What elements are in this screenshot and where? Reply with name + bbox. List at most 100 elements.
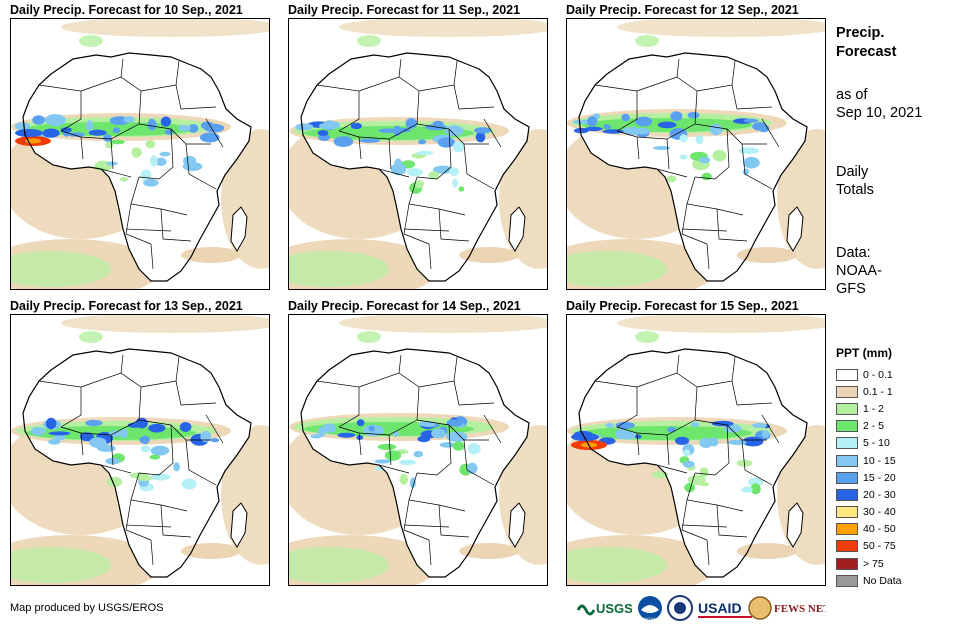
legend-label: 10 - 15 xyxy=(863,454,896,467)
data-source-line3: GFS xyxy=(836,281,866,297)
country-border xyxy=(594,380,638,428)
panel-title: Daily Precip. Forecast for 12 Sep., 2021 xyxy=(566,3,799,17)
country-border xyxy=(398,354,402,374)
country-border xyxy=(741,143,773,190)
country-border xyxy=(358,372,420,421)
rain-cell xyxy=(322,423,336,433)
africa-landmass xyxy=(23,349,251,577)
central-africa-rain-cell xyxy=(416,150,434,156)
rain-cell xyxy=(200,430,212,443)
country-border xyxy=(205,414,224,444)
country-border xyxy=(110,434,114,466)
northwest-shower xyxy=(635,35,659,47)
legend-item: 40 - 50 xyxy=(836,521,902,538)
country-border xyxy=(681,203,708,245)
precip-map xyxy=(11,315,269,585)
legend-swatch xyxy=(836,488,858,501)
map-frame xyxy=(10,18,270,290)
forecast-panel: Daily Precip. Forecast for 11 Sep., 2021 xyxy=(288,0,548,290)
rain-cell xyxy=(350,122,362,130)
northwest-shower xyxy=(357,35,381,47)
central-africa-rain-cell xyxy=(684,482,695,493)
country-border xyxy=(594,84,638,132)
rain-cell xyxy=(32,115,45,125)
central-africa-rain-cell xyxy=(143,179,159,187)
rain-cell xyxy=(727,439,747,445)
legend-item: 1 - 2 xyxy=(836,400,902,417)
central-africa-rain-cell xyxy=(399,473,409,485)
rain-cell xyxy=(139,436,149,444)
country-border xyxy=(378,464,410,474)
country-border xyxy=(408,472,466,512)
northwest-shower xyxy=(79,331,103,343)
precip-map xyxy=(289,19,547,289)
central-africa-rain-cell xyxy=(181,478,197,490)
legend-label: 0 - 0.1 xyxy=(863,368,893,381)
country-border xyxy=(388,434,392,466)
central-africa-rain-cell xyxy=(679,154,688,160)
map-frame xyxy=(566,18,826,290)
country-border xyxy=(338,419,418,436)
country-border xyxy=(175,356,180,382)
africa-coastline xyxy=(22,52,252,282)
country-border xyxy=(416,128,452,180)
country-border xyxy=(150,243,154,270)
rain-cell xyxy=(670,111,683,122)
rain-cell xyxy=(45,417,57,430)
central-africa-rain-cell xyxy=(748,477,764,487)
southern-land-light xyxy=(737,247,797,263)
central-africa-rain-cell xyxy=(409,477,416,489)
southern-ocean-moderate xyxy=(567,547,667,583)
country-border xyxy=(120,354,124,374)
central-africa-rain-cell xyxy=(433,165,453,174)
country-border xyxy=(60,419,140,436)
country-border xyxy=(636,76,698,125)
country-border xyxy=(205,118,224,148)
map-frame xyxy=(566,314,826,586)
central-africa-rain-cell xyxy=(106,161,118,166)
country-border xyxy=(408,176,466,216)
panel-title: Daily Precip. Forecast for 13 Sep., 2021 xyxy=(10,299,243,313)
rain-cell xyxy=(85,419,103,427)
rain-cell xyxy=(42,128,60,138)
legend-swatch xyxy=(836,385,858,398)
rain-cell xyxy=(103,134,113,142)
rain-cell xyxy=(615,421,635,429)
legend-swatch xyxy=(836,437,858,450)
country-border xyxy=(38,380,82,428)
country-border xyxy=(483,118,502,148)
country-border xyxy=(130,176,188,216)
central-africa-rain-cell xyxy=(699,156,711,164)
legend-swatch xyxy=(836,402,858,415)
central-africa-rain-cell xyxy=(377,443,397,451)
rain-cell xyxy=(148,423,166,433)
mediterranean-light-precip xyxy=(617,19,825,37)
legend-item: 0.1 - 1 xyxy=(836,383,902,400)
central-africa-rain-cell xyxy=(439,442,455,448)
rain-cell xyxy=(605,422,614,428)
country-border xyxy=(358,76,420,125)
legend-swatch xyxy=(836,420,858,433)
country-border xyxy=(316,380,360,428)
central-africa-rain-cell xyxy=(699,482,710,487)
central-africa-rain-cell xyxy=(384,450,402,461)
central-africa-rain-cell xyxy=(150,445,170,456)
country-border xyxy=(358,136,362,160)
rain-cell xyxy=(633,127,651,135)
rain-cell xyxy=(295,123,314,131)
country-border xyxy=(676,58,680,78)
country-border xyxy=(388,138,392,170)
country-border xyxy=(120,58,124,78)
rain-cell xyxy=(48,431,71,436)
central-africa-rain-cell xyxy=(131,147,142,158)
africa-landmass xyxy=(301,53,529,281)
rain-cell xyxy=(474,127,492,134)
rain-cell xyxy=(123,116,135,123)
rain-cell xyxy=(179,422,192,432)
rain-cell xyxy=(210,438,220,443)
country-border xyxy=(358,432,362,456)
central-africa-rain-cell xyxy=(448,167,460,176)
legend-label: 40 - 50 xyxy=(863,523,896,536)
central-africa-rain-cell xyxy=(159,151,171,157)
country-border xyxy=(438,208,470,242)
